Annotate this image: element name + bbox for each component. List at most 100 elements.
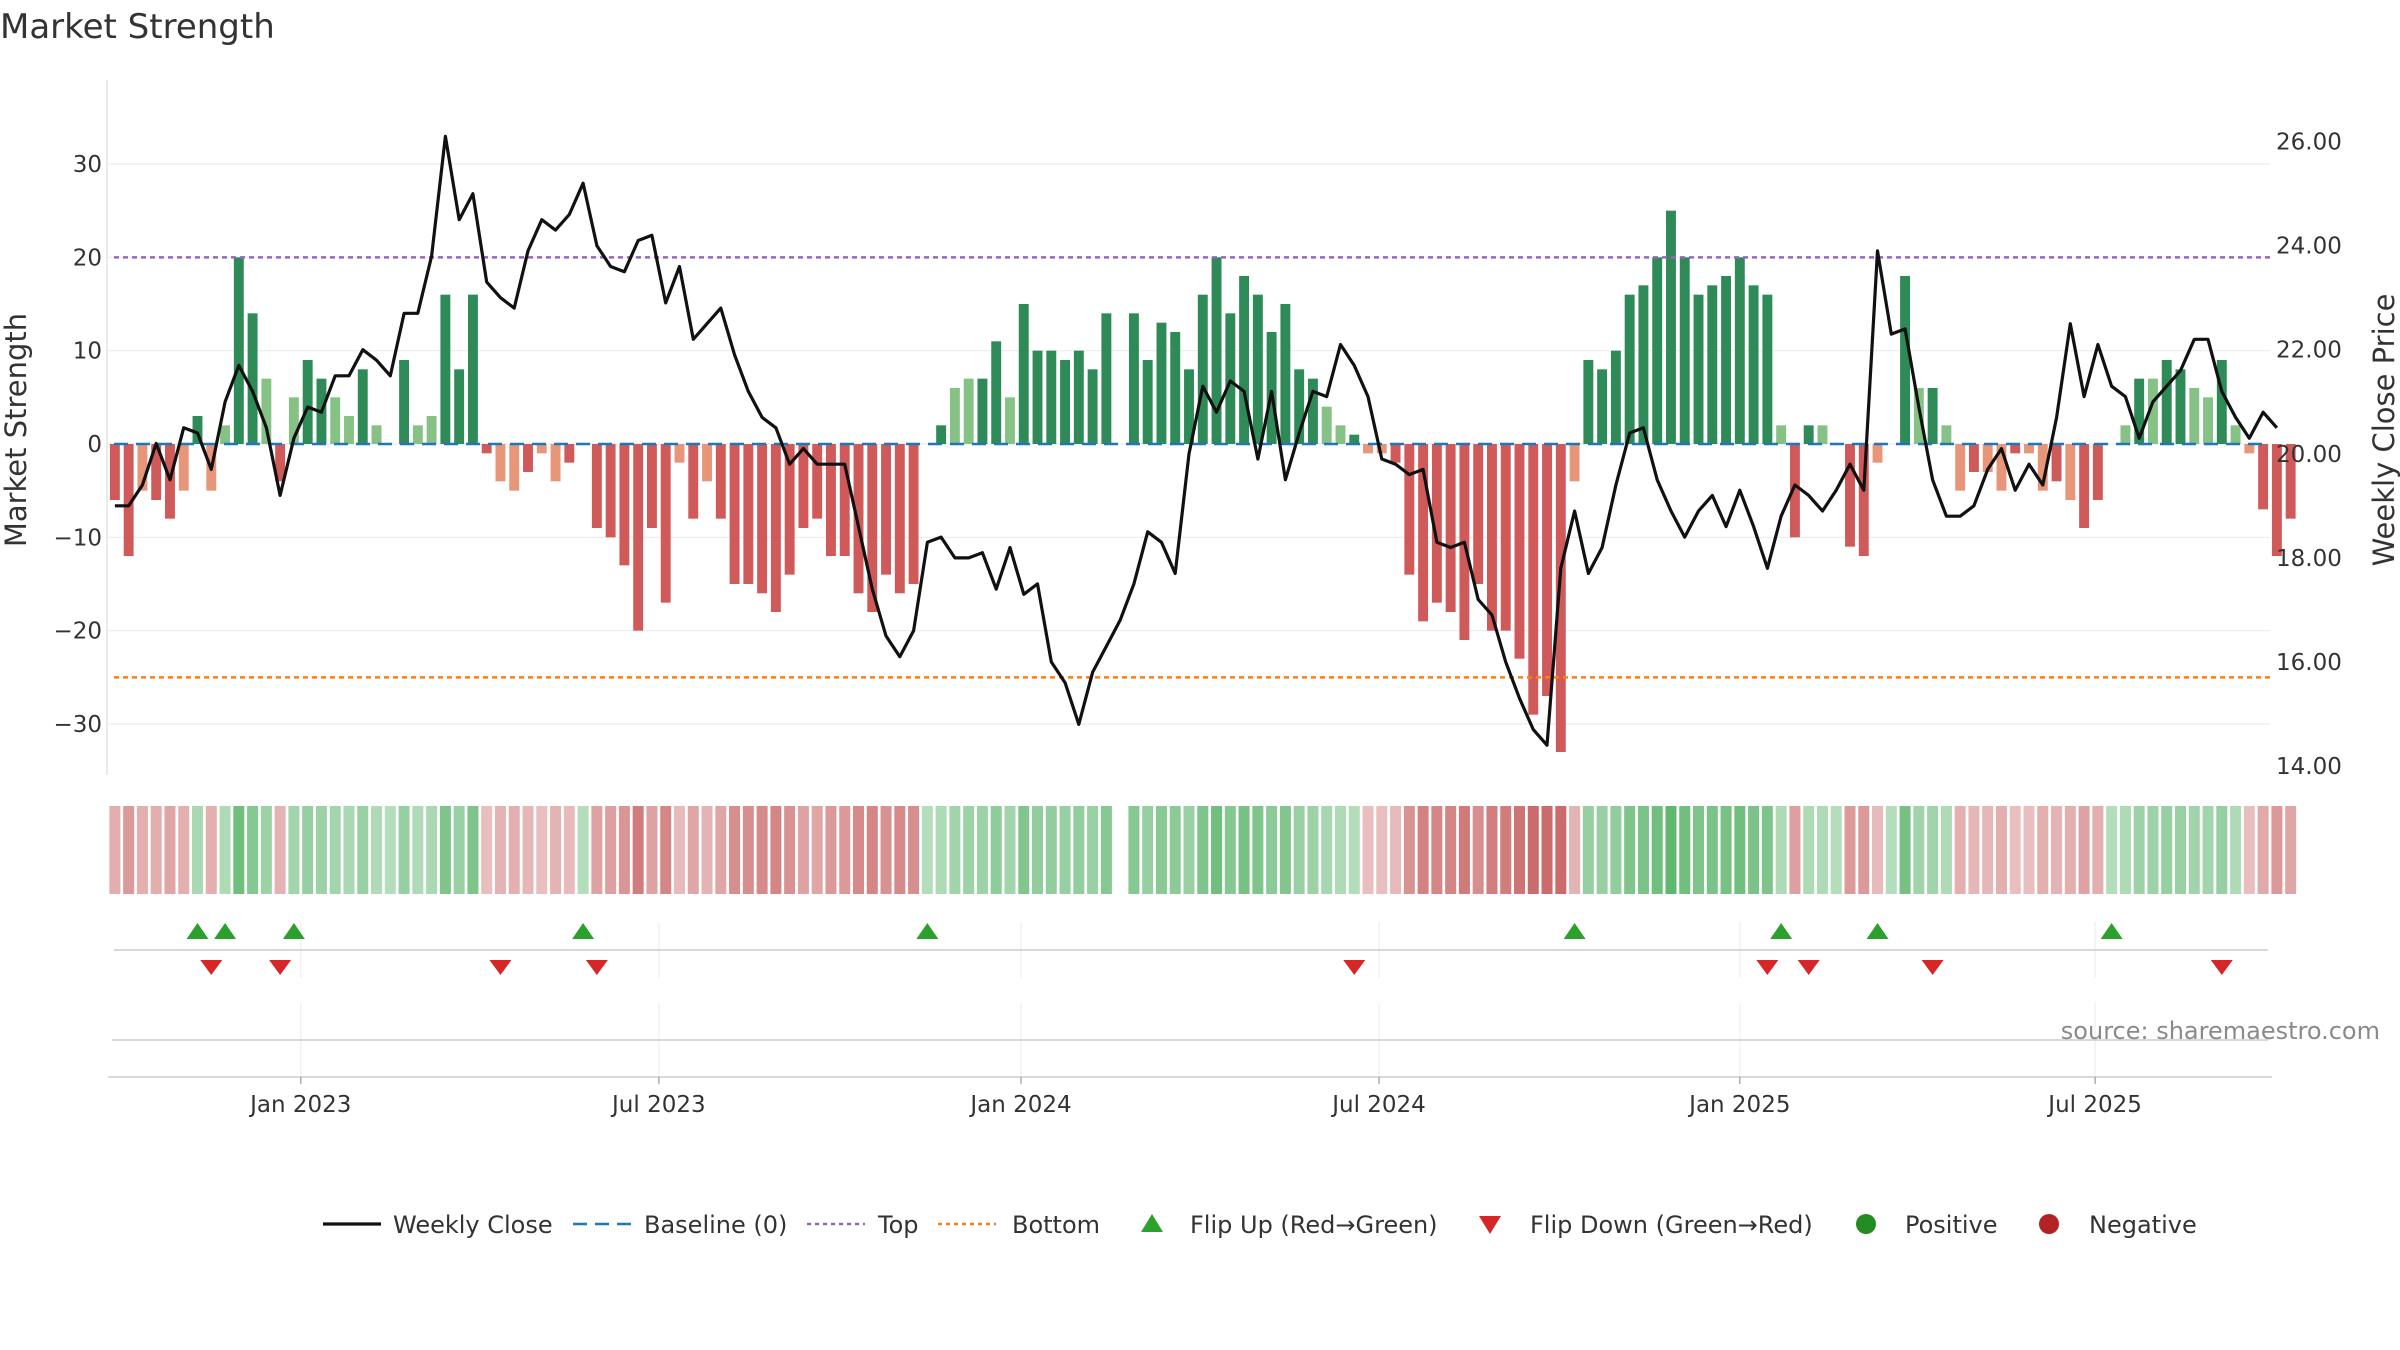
y2-axis-label: Weekly Close Price — [2367, 294, 2400, 567]
heat-strip-cell — [742, 806, 754, 894]
heat-strip-cell — [1899, 806, 1911, 894]
negative-strength-bar — [798, 444, 809, 528]
y2-tick-label: 14.00 — [2276, 754, 2342, 780]
heat-strip-cell — [412, 806, 424, 894]
heat-strip-cell — [1087, 806, 1099, 894]
negative-strength-bar — [646, 444, 657, 528]
heat-strip-cell — [1458, 806, 1470, 894]
heat-strip-cell — [2174, 806, 2186, 894]
positive-strength-bar — [1046, 350, 1057, 444]
heat-strip-cell — [2092, 806, 2104, 894]
heat-strip-cell — [1100, 806, 1112, 894]
heat-strip-cell — [2133, 806, 2145, 894]
positive-strength-bar — [233, 257, 244, 444]
negative-strength-bar — [1390, 444, 1401, 463]
heat-strip-cell — [1500, 806, 1512, 894]
heat-strip-cell — [329, 806, 341, 894]
negative-strength-bar — [702, 444, 712, 482]
positive-strength-bar — [1776, 425, 1787, 444]
heat-strip-cell — [1885, 806, 1897, 894]
positive-strength-bar — [1913, 388, 1924, 444]
positive-strength-bar — [1225, 313, 1236, 444]
reference-lines — [114, 256, 2270, 679]
negative-strength-bar — [550, 444, 561, 482]
heat-strip-cell — [1211, 806, 1223, 894]
negative-strength-bar — [2258, 444, 2269, 510]
heat-strip-cell — [1073, 806, 1085, 894]
y2-tick-label: 18.00 — [2276, 546, 2342, 572]
flip-up-marker — [1770, 923, 1793, 939]
negative-strength-bar — [1486, 444, 1497, 631]
x-tick-label: Jan 2024 — [968, 1092, 1071, 1118]
heat-strip-cell — [1775, 806, 1787, 894]
positive-strength-bar — [1803, 425, 1814, 444]
negative-strength-bar — [619, 444, 630, 566]
heat-strip-cell — [729, 806, 741, 894]
heat-strip-cell — [2051, 806, 2063, 894]
positive-strength-bar — [1707, 285, 1718, 444]
positive-strength-bar — [1624, 294, 1635, 444]
negative-strength-bar — [894, 444, 905, 594]
negative-strength-bar — [178, 444, 189, 491]
bottom-panel: source: sharemaestro.com Jan 2023 Jul 202… — [108, 1003, 2380, 1118]
negative-strength-bar — [523, 444, 533, 472]
negative-strength-bar — [536, 444, 547, 454]
flip-down-marker — [1797, 960, 1820, 975]
heat-strip-cell — [192, 806, 204, 894]
heat-strip-cell — [1748, 806, 1760, 894]
positive-strength-bar — [467, 294, 478, 444]
negative-strength-bar — [2010, 444, 2021, 454]
positive-strength-bar — [1128, 313, 1139, 444]
heat-strip-cell — [2078, 806, 2090, 894]
legend-label-negative: Negative — [2089, 1211, 2197, 1239]
y-tick-label: 30 — [73, 152, 102, 178]
y2-tick-label: 16.00 — [2276, 650, 2342, 676]
heat-strip-cell — [1431, 806, 1443, 894]
flip-up-marker — [572, 923, 595, 939]
heat-strip-cell — [852, 806, 865, 894]
main-panel: 30 20 10 0 −10 −20 −30 26.00 24.00 22.00 20.00 18.… — [0, 80, 2400, 780]
negative-strength-bar — [1845, 444, 1855, 547]
negative-strength-bar — [1418, 444, 1429, 622]
negative-strength-bar — [275, 444, 286, 482]
negative-strength-bar — [1858, 444, 1869, 556]
heat-strip-cell — [1348, 806, 1360, 894]
flip-down-marker — [1343, 960, 1366, 975]
negative-strength-bar — [715, 444, 726, 519]
positive-strength-bar — [1638, 285, 1649, 444]
positive-strength-bar — [1817, 425, 1828, 444]
heat-strip-cell — [1059, 806, 1071, 894]
positive-strength-bar — [2216, 360, 2227, 444]
x-tick-label: Jul 2023 — [610, 1092, 706, 1118]
flip-down-icon — [1479, 1216, 1501, 1234]
heat-strip-cell — [1321, 806, 1333, 894]
heat-strip-cell — [357, 806, 369, 894]
heat-strip-cell — [1293, 806, 1305, 894]
flip-down-marker — [269, 960, 292, 975]
heat-strip-cell — [1183, 806, 1195, 894]
heat-strip-cell — [2271, 806, 2283, 894]
heat-strip-cell — [1693, 806, 1705, 894]
legend-label-top: Top — [877, 1211, 919, 1239]
heat-strip-cell — [136, 806, 148, 894]
heat-strip-cell — [880, 806, 892, 894]
heat-strip-cell — [1376, 806, 1388, 894]
positive-strength-bar — [302, 360, 313, 444]
heat-strip-cell — [921, 806, 933, 894]
positive-strength-bar — [1610, 350, 1621, 444]
negative-strength-bar — [1996, 444, 2007, 491]
heat-strip-cell — [701, 806, 713, 894]
heat-strip-cell — [247, 806, 259, 894]
y2-tick-label: 22.00 — [2276, 338, 2342, 364]
heat-strip-cell — [1334, 806, 1346, 894]
negative-strength-bar — [1968, 444, 1979, 472]
negative-strength-bar — [605, 444, 616, 538]
flip-down-marker — [585, 960, 608, 975]
positive-strength-bar — [2147, 378, 2158, 444]
flips-panel — [114, 922, 2268, 978]
positive-strength-bar — [1666, 210, 1676, 444]
positive-strength-bar — [440, 294, 451, 444]
heat-strip-cell — [1940, 806, 1952, 894]
legend-item-bottom: Bottom — [938, 1211, 1100, 1239]
